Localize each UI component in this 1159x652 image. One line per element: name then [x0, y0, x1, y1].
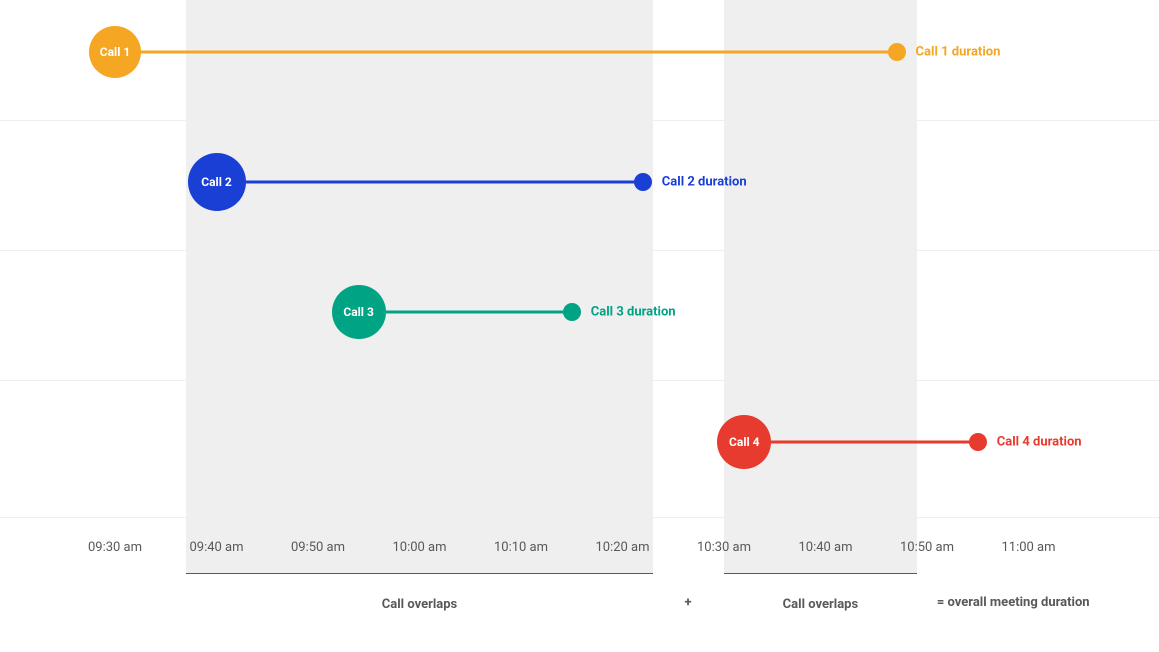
row-divider-3: [0, 380, 1159, 381]
axis-tick-2: 09:40 am: [189, 540, 243, 555]
call-line-3: [359, 311, 572, 314]
axis-tick-5: 10:10 am: [494, 540, 548, 555]
axis-tick-4: 10:00 am: [392, 540, 446, 555]
call-end-marker-3: [563, 303, 581, 321]
overlap-underline-1: [186, 573, 653, 574]
axis-tick-3: 09:50 am: [291, 540, 345, 555]
call-duration-label-1: Call 1 duration: [916, 45, 1001, 60]
summary-label: = overall meeting duration: [937, 595, 1090, 610]
axis-tick-7: 10:30 am: [697, 540, 751, 555]
call-duration-label-4: Call 4 duration: [997, 435, 1082, 450]
call-start-marker-3: Call 3: [332, 285, 386, 339]
call-duration-label-2: Call 2 duration: [662, 175, 747, 190]
call-duration-label-3: Call 3 duration: [591, 305, 676, 320]
call-start-marker-4: Call 4: [717, 415, 771, 469]
shaded-region-2: [724, 0, 917, 573]
overlap-label-2: Call overlaps: [783, 597, 859, 612]
axis-tick-8: 10:40 am: [798, 540, 852, 555]
overlap-underline-2: [724, 573, 917, 574]
axis-tick-9: 10:50 am: [900, 540, 954, 555]
overlap-label-1: Call overlaps: [382, 597, 458, 612]
plus-connector: +: [684, 595, 691, 610]
call-line-2: [217, 181, 643, 184]
axis-tick-10: 11:00 am: [1001, 540, 1055, 555]
axis-tick-6: 10:20 am: [595, 540, 649, 555]
timeline-chart: Call 1 Call 1 duration Call 2 Call 2 durati…: [0, 0, 1159, 652]
call-end-marker-4: [969, 433, 987, 451]
row-divider-2: [0, 250, 1159, 251]
call-start-marker-1: Call 1: [89, 26, 141, 78]
call-end-marker-1: [888, 43, 906, 61]
row-divider-4: [0, 517, 1159, 518]
call-line-1: [115, 51, 897, 54]
shaded-region-1: [186, 0, 653, 573]
axis-tick-1: 09:30 am: [88, 540, 142, 555]
call-start-marker-2: Call 2: [188, 153, 246, 211]
row-divider-1: [0, 120, 1159, 121]
call-line-4: [744, 441, 977, 444]
call-end-marker-2: [634, 173, 652, 191]
